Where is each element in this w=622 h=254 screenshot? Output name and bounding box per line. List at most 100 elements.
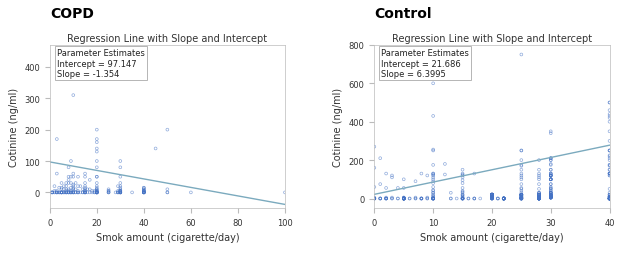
Point [375,197,385,201]
Point [399,197,409,201]
Point [605,149,615,153]
Point [499,197,509,201]
Point [66,175,76,179]
Point [605,197,615,201]
Point [487,197,497,201]
Point [399,197,409,201]
Point [516,196,526,200]
Point [534,197,544,201]
Point [83,190,93,195]
Point [92,189,102,193]
Point [534,193,544,197]
Point [516,149,526,153]
Point [416,197,426,201]
Point [605,158,615,163]
Point [66,190,76,195]
Point [71,190,81,195]
Point [428,148,438,152]
Point [605,197,615,201]
Point [487,193,497,197]
Point [381,197,391,201]
Point [139,189,149,193]
Point [487,196,497,200]
X-axis label: Smok amount (cigarette/day): Smok amount (cigarette/day) [420,232,564,242]
Point [375,197,385,201]
Point [399,197,409,201]
Point [545,172,555,176]
Point [92,150,102,154]
Point [545,196,555,200]
Point [59,190,69,195]
Point [428,115,438,119]
Point [534,197,544,201]
Point [545,193,555,197]
Point [545,196,555,200]
Point [545,178,555,182]
Point [605,197,615,201]
Point [428,185,438,189]
Point [534,193,544,197]
Point [104,187,114,192]
Point [516,197,526,201]
Point [139,190,149,195]
Point [416,172,426,176]
Title: Regression Line with Slope and Intercept: Regression Line with Slope and Intercept [392,34,592,44]
Point [516,187,526,191]
Point [115,189,125,193]
Point [516,197,526,201]
Point [57,190,67,195]
Point [63,190,73,195]
Point [516,197,526,201]
Point [90,190,100,195]
Point [499,197,509,201]
Point [545,191,555,195]
Point [52,190,62,195]
Point [534,182,544,186]
Point [487,193,497,197]
Point [605,168,615,172]
Point [487,195,497,199]
Point [61,184,71,188]
Point [381,196,391,200]
Point [50,190,60,195]
Point [440,173,450,177]
Point [516,195,526,199]
Point [545,196,555,200]
Point [428,197,438,201]
Point [80,189,90,193]
Point [57,190,67,195]
Point [534,197,544,201]
Point [545,185,555,189]
Point [534,193,544,197]
Point [487,196,497,200]
Point [57,190,67,195]
Point [50,189,60,193]
Point [78,190,88,195]
Point [75,184,85,188]
Point [115,187,125,192]
Point [399,197,409,201]
Point [428,176,438,180]
Point [68,186,78,190]
Point [516,186,526,190]
Point [61,187,71,192]
Point [487,193,497,197]
Point [399,197,409,201]
Point [399,197,409,201]
Point [487,193,497,197]
Point [516,195,526,199]
Point [545,178,555,182]
Point [487,193,497,197]
Point [422,196,432,200]
Point [534,193,544,197]
Point [92,128,102,132]
Point [516,196,526,200]
Point [61,190,71,195]
Point [545,163,555,167]
Point [605,116,615,120]
Point [127,190,137,195]
Point [428,188,438,192]
Point [399,196,409,200]
Point [162,190,172,195]
Point [534,194,544,198]
